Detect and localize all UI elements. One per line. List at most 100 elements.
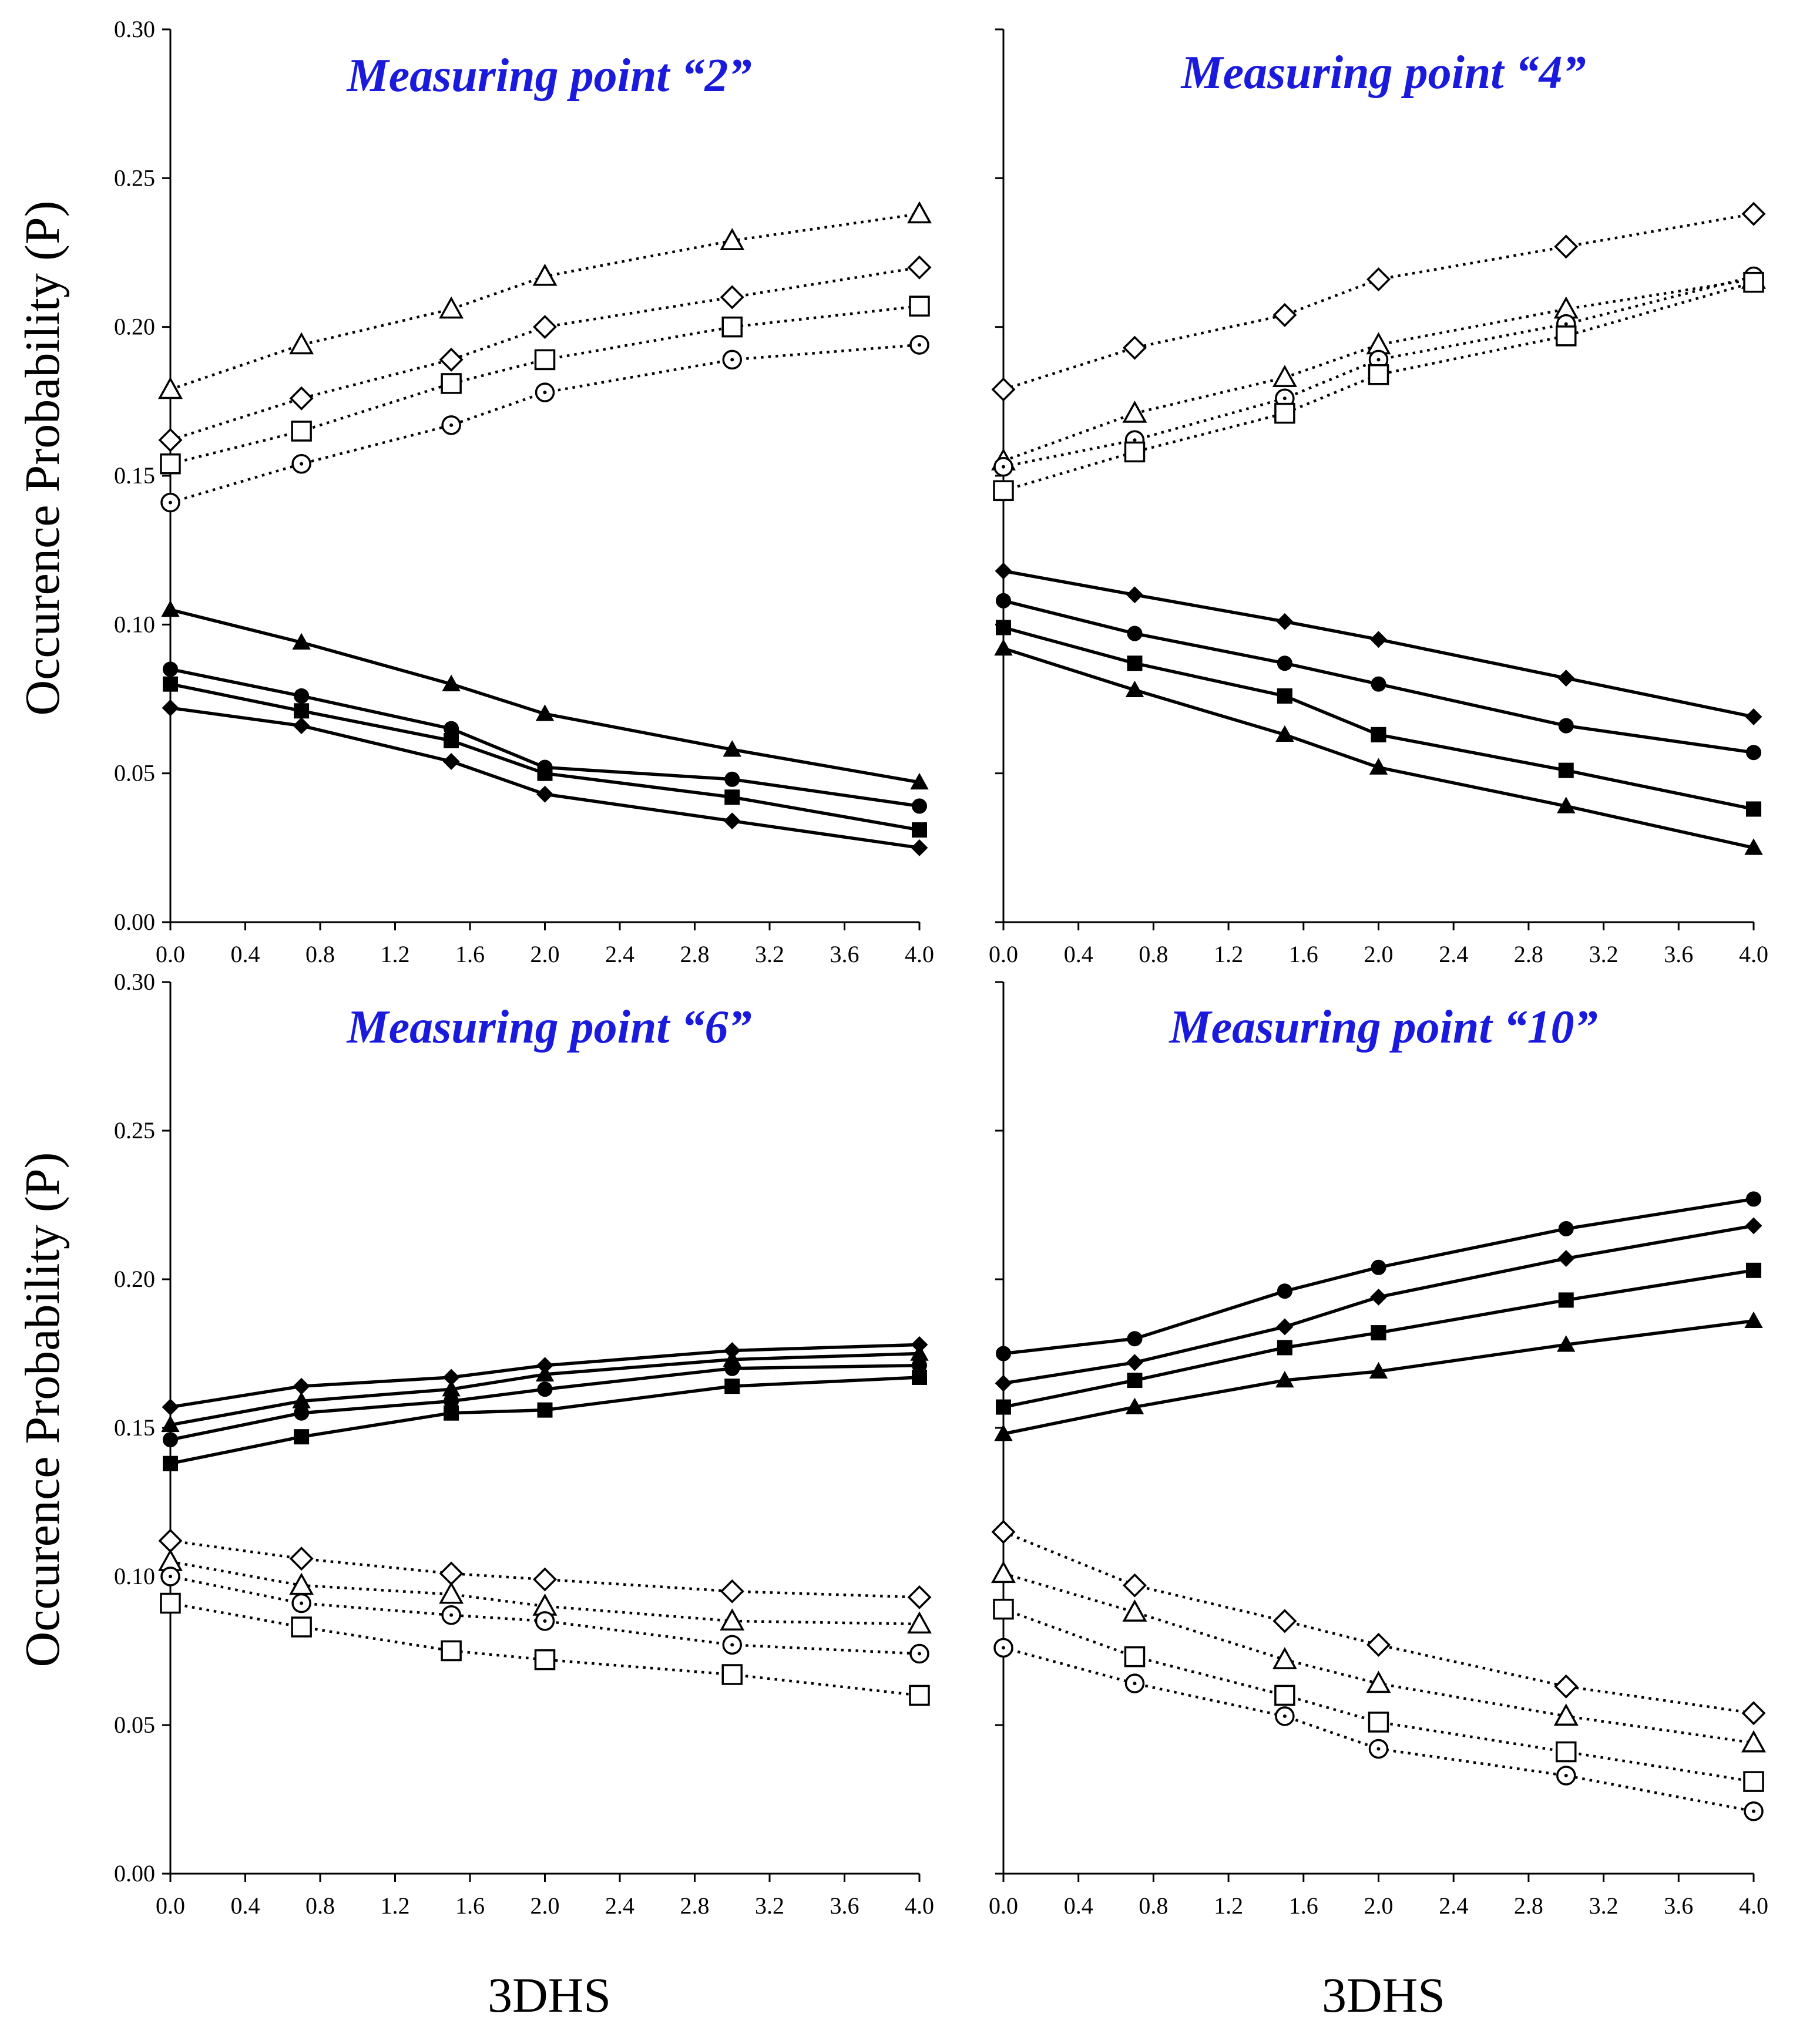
marker-center-dot: [169, 1575, 172, 1578]
marker-square-filled: [724, 1379, 740, 1394]
marker-diamond-open: [1272, 1609, 1297, 1633]
marker-triangle-open: [1553, 1703, 1579, 1726]
series-open-square: [160, 295, 930, 475]
series-line-open-triangle: [170, 1560, 920, 1626]
marker-diamond-filled: [1557, 670, 1575, 687]
marker-center-dot: [918, 1652, 921, 1656]
marker-diamond-open: [1123, 335, 1147, 360]
marker-triangle-filled: [1369, 758, 1388, 775]
x-tick-label: 0.0: [989, 941, 1018, 967]
marker-diamond-open: [720, 1579, 744, 1603]
series-open-triangle: [158, 201, 932, 399]
marker-square-open: [993, 480, 1014, 502]
x-tick-label: 2.0: [530, 941, 560, 967]
x-tick-label: 0.4: [231, 1892, 260, 1919]
marker-square-filled: [1277, 688, 1292, 704]
y-tick-label: 0.10: [114, 1563, 155, 1589]
marker-square-open: [291, 421, 312, 442]
marker-triangle-open: [907, 1611, 932, 1634]
marker-circle-filled: [1371, 1259, 1386, 1275]
marker-triangle-filled: [1744, 838, 1763, 855]
marker-center-dot: [1752, 1809, 1755, 1813]
marker-diamond-open: [1554, 234, 1579, 259]
marker-square-filled: [1746, 1262, 1761, 1278]
x-tick-label: 1.2: [1214, 941, 1243, 967]
marker-diamond-open: [1366, 1632, 1391, 1657]
x-tick-label: 3.6: [1664, 1892, 1693, 1919]
series-open-diamond: [991, 1519, 1766, 1726]
x-tick-label: 2.8: [680, 1892, 710, 1919]
marker-square-open: [160, 453, 181, 475]
series-filled-triangle: [994, 1311, 1763, 1441]
marker-square-open: [1556, 1741, 1577, 1763]
marker-diamond-open: [1366, 267, 1391, 292]
marker-diamond-open: [158, 428, 183, 452]
x-tick-label: 0.0: [156, 1892, 185, 1919]
marker-diamond-open: [1741, 201, 1766, 226]
series-filled-diamond: [162, 1336, 928, 1416]
marker-triangle-open: [1272, 1647, 1297, 1669]
marker-triangle-filled: [1369, 1361, 1388, 1379]
y-tick-label: 0.30: [114, 969, 155, 995]
marker-center-dot: [1564, 1774, 1568, 1778]
marker-circle-filled: [724, 1360, 740, 1376]
marker-diamond-filled: [995, 1374, 1012, 1392]
series-filled-diamond: [995, 1217, 1762, 1392]
x-axis-title-right: 3DHS: [1322, 1968, 1445, 2023]
series-open-square: [993, 1598, 1764, 1792]
marker-square-filled: [163, 1455, 178, 1471]
marker-circle-filled: [1127, 626, 1143, 641]
marker-diamond-filled: [536, 785, 553, 803]
marker-circle-filled: [912, 798, 927, 814]
marker-circle-filled: [1277, 655, 1292, 671]
chart-panel-4: 0.0 0.4 0.8 1.2 1.6 2.0 2.4 2.8 3.2 3.6 4.0 Measuri…: [989, 981, 1768, 1919]
x-tick-label: 3.2: [1589, 1892, 1619, 1919]
series-line-filled-circle: [170, 667, 920, 808]
series-line-open-square: [170, 1602, 920, 1697]
marker-circle-filled: [996, 593, 1011, 609]
marker-diamond-filled: [1370, 631, 1387, 648]
x-tick-label: 0.4: [1064, 1892, 1093, 1919]
x-axis-title-left: 3DHS: [488, 1968, 611, 2023]
marker-circle-filled: [1558, 718, 1574, 734]
series-filled-square: [996, 620, 1761, 817]
marker-diamond-filled: [293, 717, 310, 735]
marker-triangle-open: [289, 332, 314, 355]
x-tick-label: 0.0: [989, 1892, 1018, 1919]
x-tick-label: 1.2: [381, 1892, 410, 1919]
marker-diamond-open: [1123, 1573, 1147, 1598]
x-tick-label: 1.6: [1289, 1892, 1318, 1919]
y-tick-label: 0.15: [114, 462, 155, 489]
x-tick-label: 0.8: [1139, 1892, 1168, 1919]
x-tick-label: 2.8: [680, 941, 710, 967]
x-tick-label: 1.6: [455, 1892, 485, 1919]
marker-circle-filled: [724, 771, 740, 787]
x-tick-label: 4.0: [1739, 941, 1768, 967]
x-tick-label: 3.2: [755, 941, 784, 967]
marker-center-dot: [1564, 322, 1568, 326]
marker-square-filled: [163, 676, 178, 692]
marker-square-open: [1274, 1685, 1295, 1706]
marker-square-open: [1124, 441, 1146, 463]
marker-diamond-filled: [1126, 586, 1143, 604]
marker-triangle-filled: [161, 1415, 180, 1433]
marker-square-open: [441, 373, 462, 394]
marker-triangle-filled: [292, 633, 311, 650]
marker-diamond-open: [907, 1585, 932, 1609]
x-tick-label: 2.0: [530, 1892, 560, 1919]
series-open-circle: [993, 1638, 1764, 1821]
marker-diamond-filled: [162, 1398, 179, 1416]
marker-square-open: [534, 1649, 556, 1670]
chart-panel-2: 0.0 0.4 0.8 1.2 1.6 2.0 2.4 2.8 3.2 3.6 4.0 Measuri…: [989, 28, 1768, 967]
panel-title-1: Measuring point “2”: [345, 50, 751, 102]
marker-square-open: [1368, 1712, 1389, 1733]
marker-triangle-open: [532, 263, 558, 286]
x-tick-label: 0.8: [305, 1892, 335, 1919]
series-line-open-circle: [170, 343, 920, 504]
marker-triangle-filled: [442, 674, 461, 691]
marker-diamond-filled: [1557, 1250, 1575, 1267]
panel-title-3: Measuring point “6”: [345, 1001, 751, 1053]
marker-diamond-filled: [911, 839, 928, 856]
series-open-diamond: [991, 201, 1766, 402]
